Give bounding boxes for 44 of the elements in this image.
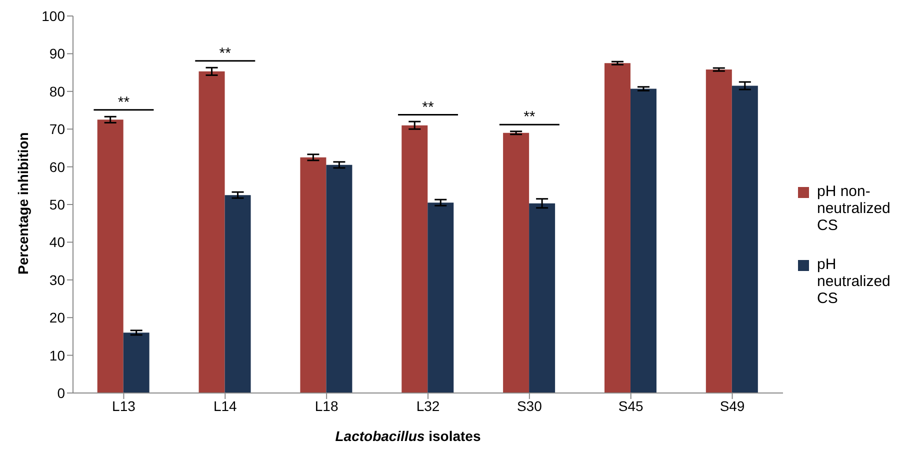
x-tick-label: L13 <box>112 398 136 414</box>
y-tick-label: 20 <box>49 310 66 326</box>
y-tick-label: 30 <box>49 272 66 288</box>
bar <box>300 157 326 393</box>
bar <box>224 195 251 393</box>
legend-label: pH non-neutralized CS <box>817 183 892 234</box>
y-tick-label: 10 <box>49 347 66 364</box>
annotation: ** <box>219 44 232 62</box>
x-tick-label: S30 <box>516 398 542 414</box>
significance-bracket: ** <box>398 98 458 116</box>
significance-bracket: ** <box>499 108 560 126</box>
bar <box>630 88 656 393</box>
y-tick-label: 80 <box>49 83 66 100</box>
x-tick-label: S49 <box>720 398 745 414</box>
annotation: ** <box>422 98 434 116</box>
annotation: ** <box>524 108 536 126</box>
bar <box>198 71 225 393</box>
bar <box>123 332 150 393</box>
x-tick-label: L18 <box>314 398 338 414</box>
y-tick-label: 40 <box>49 234 66 250</box>
bar <box>732 86 758 393</box>
bar <box>97 120 124 393</box>
significance-bracket: ** <box>195 44 256 62</box>
y-tick-label: 70 <box>49 121 66 138</box>
x-tick-label: L32 <box>416 398 440 414</box>
significance-bracket: ** <box>94 94 154 111</box>
x-tick-label: L14 <box>213 398 238 414</box>
y-tick-label: 90 <box>49 46 66 62</box>
y-axis-title: Percentage inhibition <box>14 132 31 274</box>
bar <box>428 202 454 393</box>
bar <box>529 203 556 393</box>
y-tick-label: 60 <box>49 158 66 175</box>
bar <box>503 132 530 393</box>
bar <box>326 164 352 393</box>
y-tick-label: 0 <box>57 384 66 401</box>
bar <box>706 70 732 393</box>
y-tick-label: 100 <box>42 8 66 24</box>
bar <box>604 63 630 393</box>
legend-label: pH neutralized CS <box>817 256 892 307</box>
x-tick-label: S45 <box>618 398 644 414</box>
annotation: ** <box>118 94 130 111</box>
bar <box>402 125 428 393</box>
y-tick-label: 50 <box>49 196 66 212</box>
x-axis-title: Lactobacillus isolates <box>334 428 482 444</box>
